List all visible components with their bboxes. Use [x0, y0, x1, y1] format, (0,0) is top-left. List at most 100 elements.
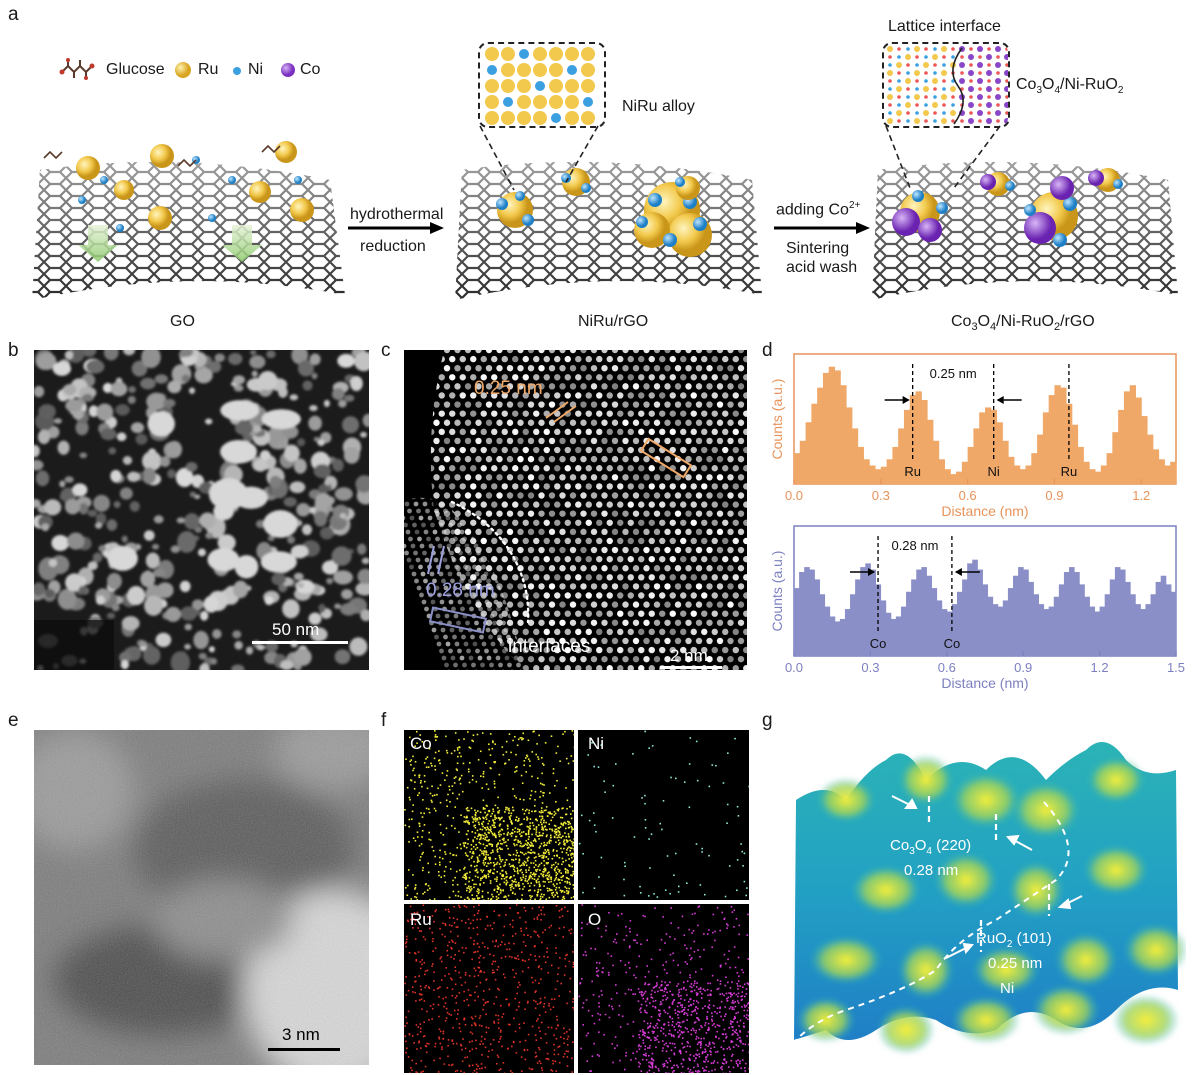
eds-dot [499, 858, 502, 861]
graphene-sheets [32, 141, 1178, 300]
lattice-dot [408, 536, 413, 542]
eds-dot [553, 1043, 555, 1046]
lattice-dot [590, 583, 598, 590]
lattice-dot [493, 648, 498, 654]
eds-dot [748, 785, 749, 788]
lattice-dot [459, 355, 466, 363]
eds-dot [479, 879, 482, 881]
eds-dot [552, 891, 555, 894]
eds-dot [569, 813, 572, 815]
eds-dot [462, 762, 465, 765]
lattice-dot [506, 565, 514, 572]
eds-dot [517, 855, 520, 857]
lattice-dot [513, 655, 519, 661]
lattice-dot [441, 655, 447, 661]
eds-dot [547, 858, 550, 860]
lattice-dot [690, 628, 697, 636]
lattice-dot [569, 546, 577, 554]
lattice-atom [996, 103, 1000, 107]
eds-dot [424, 973, 426, 976]
lattice-dot [653, 583, 661, 590]
sem-particle [203, 595, 219, 613]
lattice-dot [638, 374, 645, 381]
lattice-dot [480, 610, 487, 617]
eds-dot [503, 832, 505, 835]
lattice-dot [690, 428, 697, 436]
lattice-dot [706, 565, 713, 572]
eds-dot [568, 846, 570, 848]
eds-dot [438, 996, 440, 998]
lattice-dot [446, 543, 452, 549]
eds-dot [416, 831, 419, 834]
lattice-dot [611, 492, 619, 499]
eds-dot [456, 846, 459, 849]
lattice-dot [611, 350, 619, 354]
sem-particle [297, 582, 304, 588]
eds-dot [481, 852, 483, 855]
sem-particle [34, 582, 46, 596]
lattice-dot [449, 537, 456, 545]
eds-dot [499, 818, 501, 821]
eds-dot [498, 835, 501, 838]
eds-dot [513, 839, 516, 842]
lattice-dot [596, 635, 601, 640]
eds-dot [408, 796, 411, 799]
eds-dot [484, 832, 486, 835]
lattice-dot [727, 619, 734, 626]
eds-dot [434, 910, 437, 913]
sem-particle [177, 531, 197, 553]
eds-dot [562, 874, 565, 877]
lattice-dot [701, 519, 708, 526]
lattice-dot [475, 583, 482, 590]
eds-dot [499, 1068, 502, 1070]
lattice-dot [559, 455, 566, 463]
eds-dot [514, 838, 517, 841]
lattice-dot [508, 488, 513, 493]
lattice-dot [449, 374, 456, 381]
eds-dot [532, 844, 534, 847]
lattice-dot [664, 492, 671, 499]
eds-dot [481, 942, 484, 944]
eds-dot [408, 841, 410, 843]
sem-particle [197, 548, 206, 557]
eds-dot [670, 776, 672, 779]
lattice-dot [606, 555, 613, 563]
eds-dot [537, 878, 539, 880]
eds-dot [497, 1014, 500, 1017]
eds-dot [491, 845, 493, 847]
lattice-dot [743, 410, 747, 417]
lattice-dot [517, 419, 524, 426]
sem-particle [98, 544, 107, 552]
sem-particle [146, 392, 167, 411]
eds-dot [451, 792, 454, 795]
lattice-dot [643, 565, 650, 572]
lattice-atom [906, 47, 910, 51]
eds-dot [479, 884, 481, 886]
lattice-dot [538, 364, 545, 372]
eds-dot [489, 870, 491, 873]
lattice-dot [643, 383, 650, 390]
eds-dot [566, 1056, 569, 1058]
eds-dot [470, 807, 473, 810]
eds-dot [571, 852, 574, 855]
eds-dot [544, 852, 547, 854]
eds-label-ni: Ni [588, 734, 605, 753]
eds-dot [543, 852, 545, 855]
profile-bar [916, 569, 922, 656]
eds-dot [437, 871, 440, 873]
lattice-dot [428, 592, 433, 598]
eds-dot [546, 877, 548, 880]
lattice-atom [905, 54, 911, 60]
eds-dot [535, 831, 538, 833]
lattice-dot [743, 446, 747, 454]
lattice-dot [484, 648, 489, 654]
lattice-dot [491, 501, 498, 508]
eds-dot [449, 801, 451, 803]
lattice-atom [978, 87, 982, 91]
lattice-dot [711, 374, 718, 381]
eds-dot [467, 821, 469, 824]
eds-dot [451, 978, 453, 981]
eds-dot [479, 849, 482, 851]
lattice-dot [706, 583, 713, 590]
